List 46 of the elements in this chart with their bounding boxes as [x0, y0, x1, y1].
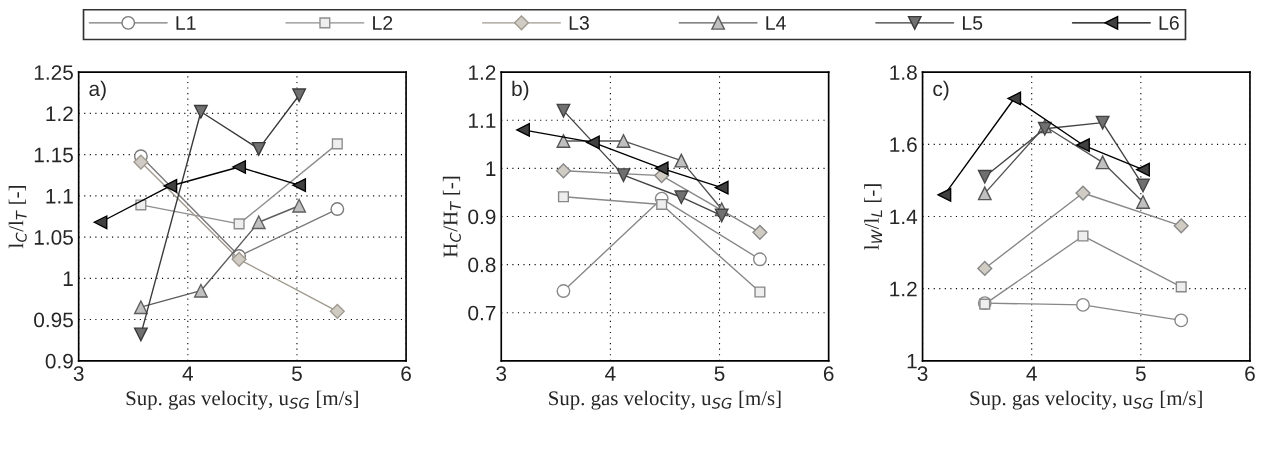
y-tick-label: 0.7: [468, 305, 496, 321]
y-tick-label: 1.4: [890, 209, 918, 225]
y-tick-label: 1.25: [34, 65, 73, 80]
x-tick-label: 4: [1026, 366, 1037, 381]
y-tick-label: 1.1: [469, 113, 496, 128]
y-tick-label: 1: [63, 271, 73, 286]
legend-label: L4: [766, 16, 786, 30]
y-tick-label: 1.6: [890, 137, 917, 153]
y-axis-title: l$_{W}$/l$_{L}$ [-]: [864, 184, 883, 250]
y-tick-label: 0.95: [34, 312, 73, 328]
x-axis-title: Sup. gas velocity, u$_{SG}$ [m/s]: [970, 390, 1202, 410]
x-axis-title: Sup. gas velocity, u$_{SG}$ [m/s]: [549, 390, 781, 410]
annotation: c): [933, 80, 949, 101]
y-tick-label: 1.2: [46, 106, 73, 121]
x-tick-label: 6: [1245, 366, 1255, 381]
y-tick-label: 1.2: [469, 65, 496, 80]
y-tick-label: 1.2: [890, 281, 917, 297]
y-tick-label: 0.9: [45, 353, 73, 369]
legend-label: L1: [176, 16, 196, 30]
x-tick-label: 4: [605, 366, 616, 381]
x-tick-label: 3: [917, 366, 928, 381]
x-tick-label: 5: [1135, 366, 1146, 381]
y-tick-label: 1.15: [34, 147, 73, 163]
y-tick-label: 1.1: [46, 189, 73, 204]
y-axis-title: l$_{C}$/l$_{T}$ [-]: [8, 186, 27, 249]
legend-label: L2: [373, 16, 393, 30]
x-tick-label: 6: [401, 366, 411, 381]
x-tick-label: 3: [73, 366, 84, 381]
x-tick-label: 4: [182, 366, 193, 381]
legend-label: L3: [569, 16, 589, 30]
x-tick-label: 5: [714, 366, 725, 381]
y-tick-label: 1: [907, 354, 917, 369]
y-tick-label: 1.05: [34, 230, 73, 245]
y-tick-label: 0.8: [468, 257, 496, 273]
x-axis-title: Sup. gas velocity, u$_{SG}$ [m/s]: [126, 390, 358, 410]
legend-label: L5: [963, 16, 983, 30]
y-tick-label: 1.8: [890, 65, 917, 80]
x-tick-label: 5: [291, 366, 302, 381]
y-axis-title: H$_{C}$/H$_{T}$ [-]: [442, 176, 461, 258]
y-tick-label: 1: [486, 161, 496, 176]
x-tick-label: 3: [496, 366, 507, 381]
annotation: b): [512, 80, 529, 101]
legend-label: L6: [1159, 16, 1179, 30]
y-tick-label: 0.9: [468, 209, 496, 225]
annotation: a): [89, 80, 106, 101]
x-tick-label: 6: [823, 366, 834, 381]
